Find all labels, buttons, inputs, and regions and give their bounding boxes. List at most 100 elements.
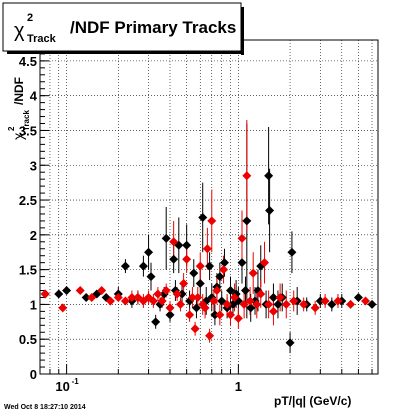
x-tick-label: 10 <box>55 379 69 394</box>
data-point-red <box>172 289 182 299</box>
data-point-black <box>367 299 377 309</box>
data-point-red <box>239 299 249 309</box>
data-point-black <box>191 303 201 313</box>
grid-lines <box>39 40 378 375</box>
data-point-black <box>237 258 247 268</box>
data-point-black <box>182 240 192 250</box>
data-point-red <box>242 171 252 181</box>
data-point-red <box>333 296 343 306</box>
data-point-black <box>189 268 199 278</box>
data-point-black <box>165 310 175 320</box>
data-point-red <box>237 233 247 243</box>
y-tick-label: 3 <box>30 158 37 173</box>
data-point-red <box>205 331 215 341</box>
data-point-red <box>58 303 68 313</box>
data-point-black <box>242 216 252 226</box>
y-tick-label: 0 <box>30 367 37 382</box>
data-point-black <box>198 212 208 222</box>
data-point-red <box>185 310 195 320</box>
title-sub: Track <box>27 33 57 45</box>
data-point-red <box>113 292 123 302</box>
x-axis-label: pT/|q| (GeV/c) <box>274 394 351 408</box>
data-point-red <box>187 292 197 302</box>
data-point-red <box>148 296 158 306</box>
data-point-black <box>205 261 215 271</box>
data-point-red <box>200 303 210 313</box>
y-tick-label: 2.5 <box>19 193 37 208</box>
data-point-red <box>222 299 232 309</box>
data-point-red <box>209 296 219 306</box>
data-point-black <box>120 261 130 271</box>
data-point-red <box>361 296 371 306</box>
data-point-red <box>215 310 225 320</box>
data-point-red <box>190 324 200 334</box>
data-point-black <box>273 299 283 309</box>
y-tick-label: 1 <box>30 297 37 312</box>
data-point-red <box>75 286 85 295</box>
data-point-black <box>215 272 225 282</box>
data-point-red <box>226 310 236 320</box>
data-point-black <box>177 289 187 299</box>
ylabel-chi: χ <box>10 132 26 140</box>
data-point-black <box>151 317 161 327</box>
ylabel-sup: 2 <box>7 126 16 131</box>
data-point-black <box>240 286 250 295</box>
data-point-red <box>161 286 171 295</box>
data-point-red <box>193 292 203 302</box>
data-point-red <box>281 299 291 309</box>
plot-frame <box>39 39 379 375</box>
data-point-black <box>268 292 278 302</box>
data-point-red <box>165 303 175 313</box>
data-point-red <box>97 286 107 295</box>
data-point-red <box>202 244 212 254</box>
data-point-red <box>260 258 270 268</box>
title-box: χ 2 Track /NDF Primary Tracks <box>2 2 244 55</box>
y-tick-label: 1.5 <box>19 263 37 278</box>
data-point-red <box>105 296 115 306</box>
ylabel-rest: /NDF <box>12 77 26 105</box>
data-point-red <box>289 296 299 306</box>
y-tick-label: 4.5 <box>19 54 37 69</box>
timestamp: Wed Oct 8 18:27:10 2014 <box>4 404 86 411</box>
data-point-red <box>157 296 167 306</box>
data-point-black <box>287 247 297 257</box>
data-point-red <box>248 268 258 278</box>
title-chi: χ <box>14 20 25 42</box>
data-point-red <box>182 254 192 264</box>
data-point-red <box>264 299 274 309</box>
data-point-red <box>120 296 130 306</box>
data-point-black <box>264 171 274 181</box>
data-point-red <box>245 296 255 306</box>
data-point-black <box>54 289 64 299</box>
data-point-red <box>256 289 266 299</box>
data-point-red <box>87 292 97 302</box>
data-point-red <box>346 299 356 309</box>
data-point-black <box>161 233 171 243</box>
data-point-red <box>212 286 222 295</box>
data-point-red <box>219 265 229 275</box>
data-point-red <box>179 279 189 289</box>
data-point-black <box>146 272 156 282</box>
data-point-red <box>299 299 309 309</box>
y-tick-label: 3.5 <box>19 123 37 138</box>
data-point-red <box>230 292 240 302</box>
data-point-black <box>169 254 179 264</box>
x-tick-exponent: -1 <box>72 377 80 386</box>
chart-title: /NDF Primary Tracks <box>70 18 236 37</box>
data-point-black <box>219 258 229 268</box>
data-point-red <box>268 306 278 316</box>
x-axis: 10 -1 1 <box>39 364 373 394</box>
data-point-black <box>315 296 325 306</box>
data-point-black <box>265 205 275 215</box>
y-tick-label: 0.5 <box>19 332 37 347</box>
data-point-black <box>353 292 363 302</box>
data-point-red <box>153 289 163 299</box>
data-point-black <box>210 310 220 320</box>
title-sup: 2 <box>27 12 33 24</box>
y-tick-label: 4 <box>30 89 38 104</box>
data-point-black <box>138 261 148 271</box>
data-point-red <box>320 296 330 306</box>
data-point-red <box>310 303 320 313</box>
